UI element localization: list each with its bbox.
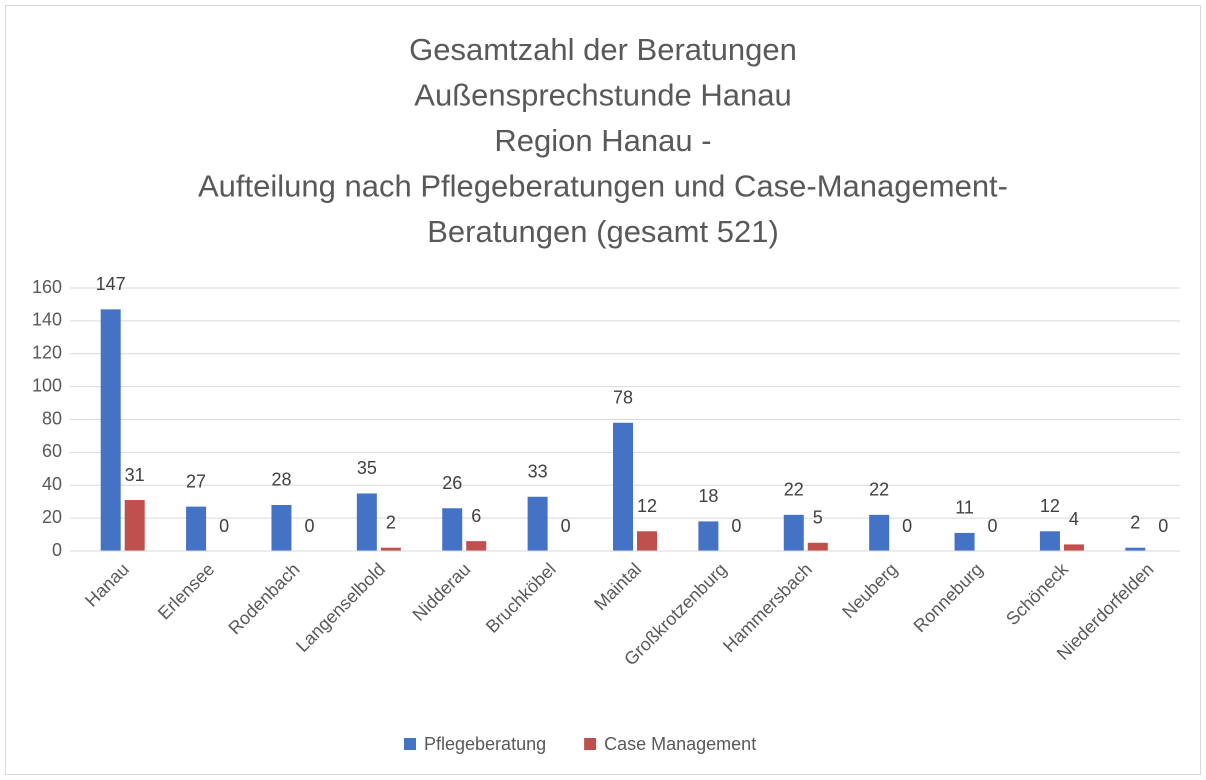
bar	[380, 547, 401, 551]
value-label: 31	[125, 465, 145, 485]
bar	[442, 508, 463, 551]
bar	[1125, 547, 1146, 551]
bar	[1039, 531, 1060, 551]
bar	[1063, 544, 1084, 551]
y-tick-label: 120	[32, 343, 62, 363]
bar	[613, 422, 633, 551]
value-label: 4	[1069, 509, 1079, 529]
bar	[527, 496, 548, 551]
bar	[698, 521, 719, 551]
y-tick-label: 100	[32, 375, 62, 395]
value-label: 2	[1130, 512, 1140, 532]
chart-title: Beratungen (gesamt 521)	[427, 214, 779, 249]
value-label: 27	[186, 471, 206, 491]
value-label: 22	[784, 480, 804, 500]
legend-swatch	[584, 738, 597, 750]
value-label: 0	[219, 516, 229, 536]
value-label: 5	[813, 508, 823, 528]
value-label: 22	[869, 480, 889, 500]
bar	[356, 493, 377, 551]
bar	[466, 541, 487, 551]
value-label: 0	[731, 516, 741, 536]
y-tick-label: 20	[42, 507, 62, 527]
value-label: 0	[304, 516, 314, 536]
value-label: 12	[1040, 496, 1060, 516]
value-label: 0	[1158, 516, 1168, 536]
value-label: 0	[988, 516, 998, 536]
bar	[954, 532, 975, 551]
legend-label: Case Management	[604, 734, 756, 754]
bar	[807, 542, 828, 551]
legend-swatch	[404, 738, 416, 750]
y-tick-label: 60	[42, 441, 62, 461]
value-label: 18	[698, 486, 718, 506]
value-label: 0	[561, 516, 571, 536]
bar	[783, 514, 804, 551]
y-tick-label: 160	[32, 277, 62, 297]
bar	[100, 309, 121, 551]
bar	[637, 531, 657, 551]
value-label: 11	[955, 498, 974, 518]
chart-title: Außensprechstunde Hanau	[414, 78, 791, 113]
legend-label: Pflegeberatung	[424, 734, 546, 754]
y-tick-label: 80	[42, 408, 62, 428]
chart-title: Aufteilung nach Pflegeberatungen und Cas…	[198, 169, 1008, 204]
value-label: 12	[637, 496, 657, 516]
value-label: 0	[902, 516, 912, 536]
y-tick-label: 40	[42, 474, 62, 494]
y-tick-label: 0	[52, 540, 62, 560]
value-label: 28	[271, 470, 291, 490]
value-label: 6	[471, 506, 481, 526]
value-label: 78	[613, 388, 633, 408]
value-label: 26	[442, 473, 462, 493]
chart-border	[5, 5, 1201, 775]
value-label: 2	[386, 512, 396, 532]
value-label: 33	[528, 462, 548, 482]
chart-title: Region Hanau -	[494, 123, 711, 158]
value-label: 35	[357, 458, 377, 478]
bar	[869, 514, 890, 551]
y-tick-label: 140	[32, 310, 62, 330]
bar	[186, 506, 207, 551]
bar	[124, 500, 145, 551]
bar	[271, 504, 292, 551]
value-label: 147	[96, 274, 126, 294]
chart-title: Gesamtzahl der Beratungen	[409, 32, 797, 67]
